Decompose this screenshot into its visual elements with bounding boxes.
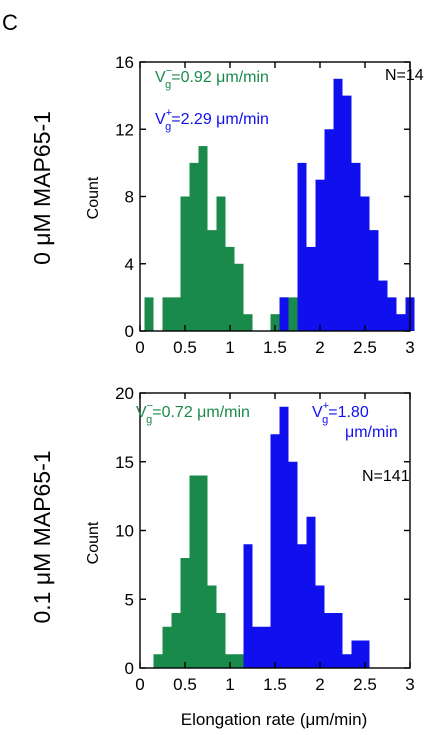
bar-minus-0 [144, 297, 154, 331]
bar-plus-2 [261, 626, 271, 668]
xtick-label-2: 1 [225, 675, 234, 694]
xtick-label-3: 1.5 [263, 675, 287, 694]
velocity-plus-annotation: V+ g=1.80 [312, 400, 369, 426]
bar-minus-8 [225, 654, 235, 668]
bar-minus-2 [171, 613, 181, 668]
row-label-top: 0 μM MAP65-1 [29, 111, 55, 265]
bar-minus-6 [207, 585, 217, 668]
bar-plus-5 [333, 78, 343, 331]
bar-plus-10 [378, 280, 388, 331]
bar-plus-0 [243, 544, 253, 668]
xtick-label-4: 2 [315, 675, 324, 694]
bar-plus-0 [279, 297, 289, 331]
xtick-label-5: 2.5 [353, 675, 377, 694]
bar-minus-5 [198, 146, 208, 331]
bar-minus-11 [270, 314, 280, 331]
xtick-label-0: 0 [135, 675, 144, 694]
bar-minus-3 [180, 196, 190, 331]
n-count-label: N=146 [385, 67, 424, 84]
bar-minus-8 [225, 246, 235, 331]
bar-plus-7 [351, 162, 361, 331]
bar-plus-12 [396, 314, 406, 331]
bar-plus-7 [306, 516, 316, 668]
bar-minus-10 [243, 314, 253, 331]
bar-plus-1 [297, 162, 307, 331]
bar-minus-5 [198, 475, 208, 668]
xtick-label-4: 2 [315, 338, 324, 357]
bar-plus-4 [279, 406, 289, 668]
velocity-plus-unit: μm/min [345, 424, 398, 441]
velocity-minus-annotation: V− g=0.92 μm/min [155, 65, 269, 91]
bar-minus-6 [207, 230, 217, 331]
bar-plus-12 [351, 640, 361, 668]
bar-plus-3 [270, 434, 280, 668]
ytick-label-3: 12 [115, 120, 134, 139]
xtick-label-0: 0 [135, 338, 144, 357]
xtick-label-5: 2.5 [353, 338, 377, 357]
ylabel-bottom: Count [85, 521, 102, 564]
bar-plus-9 [324, 613, 334, 668]
bar-plus-11 [387, 297, 397, 331]
bar-minus-1 [162, 297, 172, 331]
ytick-label-1: 5 [125, 590, 134, 609]
bar-minus-4 [189, 162, 199, 331]
xtick-label-6: 3 [405, 675, 414, 694]
bar-plus-3 [315, 179, 325, 331]
ytick-label-0: 0 [125, 659, 134, 678]
xtick-label-1: 0.5 [173, 338, 197, 357]
bar-plus-8 [360, 196, 370, 331]
bar-plus-2 [306, 246, 316, 331]
bar-plus-13 [360, 640, 370, 668]
ytick-label-1: 4 [125, 255, 134, 274]
bar-plus-11 [342, 654, 352, 668]
histogram-top: 0 0.5 1 1.5 2 2.5 3 0 4 8 12 16 N=146 V−g=0.92 μm/min… [115, 53, 424, 357]
bar-minus-1 [162, 626, 172, 668]
xtick-label-1: 0.5 [173, 675, 197, 694]
ytick-label-0: 0 [125, 322, 134, 341]
bar-minus-3 [180, 558, 190, 668]
xtick-label-3: 1.5 [263, 338, 287, 357]
ylabel-top: Count [85, 176, 102, 219]
bar-plus-8 [315, 585, 325, 668]
row-label-bottom: 0.1 μM MAP65-1 [29, 450, 55, 623]
bar-minus-7 [216, 196, 226, 331]
bar-plus-5 [288, 461, 298, 668]
bar-minus-7 [216, 613, 226, 668]
bar-plus-1 [252, 626, 262, 668]
ytick-label-3: 15 [115, 453, 134, 472]
bar-minus-4 [189, 475, 199, 668]
xtick-label-6: 3 [405, 338, 414, 357]
xtick-label-2: 1 [225, 338, 234, 357]
velocity-plus-annotation: V+ g=2.29 μm/min [155, 107, 269, 133]
bar-minus-2 [171, 297, 181, 331]
bar-plus-6 [297, 544, 307, 668]
ytick-label-2: 8 [125, 188, 134, 207]
histogram-bottom: 0 0.5 1 1.5 2 2.5 3 0 5 10 15 20 N=141 V− g=0.72 μm/mi… [115, 384, 415, 694]
bar-plus-9 [369, 230, 379, 331]
ytick-label-4: 20 [115, 384, 134, 403]
bar-minus-9 [234, 654, 244, 668]
bar-plus-4 [324, 129, 334, 331]
bar-minus-0 [153, 654, 163, 668]
panel-letter: C [2, 10, 18, 35]
bar-plus-6 [342, 95, 352, 331]
bar-plus-10 [333, 613, 343, 668]
ytick-label-4: 16 [115, 53, 134, 72]
ytick-label-2: 10 [115, 522, 134, 541]
xlabel: Elongation rate (μm/min) [181, 710, 367, 729]
n-count-label: N=141 [362, 468, 410, 485]
bar-minus-9 [234, 263, 244, 331]
bar-minus-13 [288, 297, 298, 331]
velocity-minus-annotation: V− g=0.72 μm/min [136, 400, 250, 426]
